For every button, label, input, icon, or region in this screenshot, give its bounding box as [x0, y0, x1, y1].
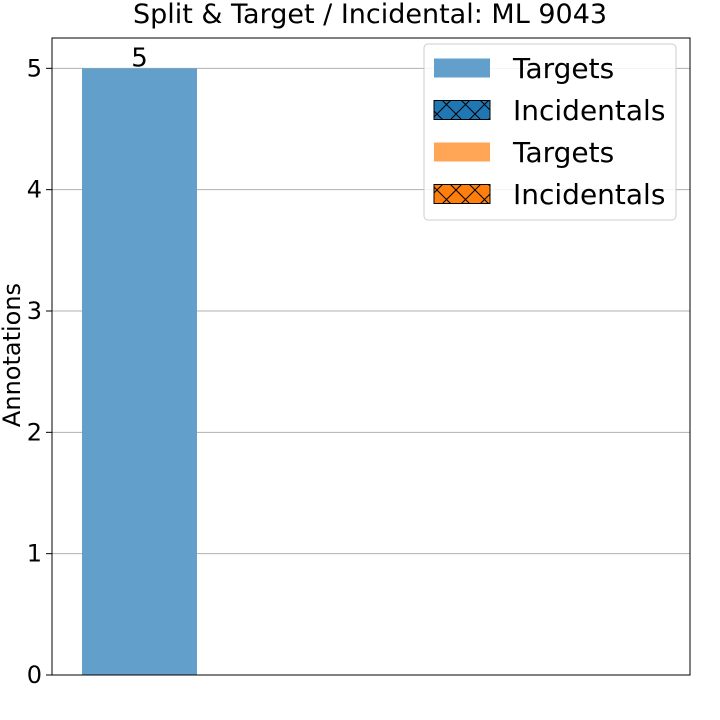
legend-label: Targets	[512, 136, 614, 169]
legend-swatch-hatch	[433, 184, 491, 204]
y-tick-label: 4	[27, 176, 42, 204]
bars: 5	[82, 43, 197, 676]
y-axis-label: Annotations	[0, 283, 26, 427]
legend-label: Targets	[512, 52, 614, 85]
bar	[82, 68, 197, 676]
y-tick-label: 3	[27, 297, 42, 325]
plot-frame	[51, 37, 691, 676]
legend-label: Incidentals	[513, 94, 665, 127]
y-axis: 0 1 2 3 4 5	[27, 54, 52, 689]
chart-title: Split & Target / Incidental: ML 9043	[133, 0, 607, 30]
legend-swatch	[434, 142, 490, 162]
y-tick-label: 0	[27, 661, 42, 689]
y-tick-label: 2	[27, 418, 42, 446]
legend: Targets Incidentals Targets Incidentals	[423, 43, 677, 221]
bar-value-label: 5	[131, 43, 148, 73]
y-tick-label: 1	[27, 540, 42, 568]
legend-box	[423, 43, 677, 221]
legend-label: Incidentals	[513, 178, 665, 211]
legend-swatch-hatch	[433, 100, 491, 120]
legend-swatch	[434, 58, 490, 78]
y-tick-label: 5	[27, 54, 42, 82]
